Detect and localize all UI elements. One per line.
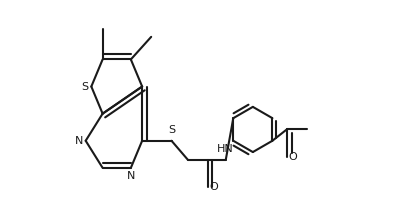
Text: O: O [210, 182, 218, 192]
Text: S: S [168, 125, 175, 135]
Text: S: S [81, 81, 88, 92]
Text: N: N [75, 136, 83, 146]
Text: HN: HN [217, 144, 234, 154]
Text: O: O [289, 152, 297, 162]
Text: N: N [127, 172, 135, 181]
